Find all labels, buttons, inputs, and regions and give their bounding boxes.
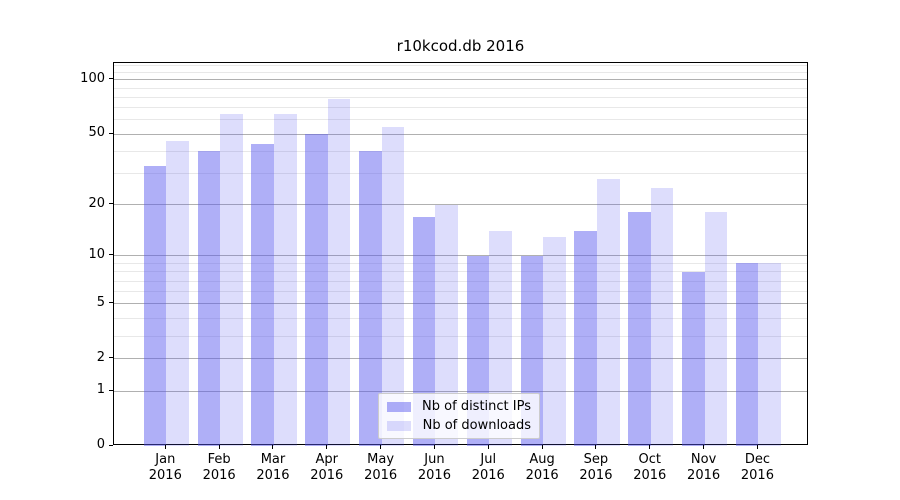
x-tick-label-aug: Aug 2016 [525, 452, 559, 483]
bar-downloads-dec [758, 263, 782, 446]
x-tick-mark [326, 445, 328, 449]
y-minor-gridline [114, 173, 807, 175]
legend-swatch-downloads [387, 420, 411, 431]
bar-downloads-aug [543, 236, 566, 446]
bar-ips-jun [412, 216, 436, 446]
y-tick-mark [109, 132, 113, 134]
bar-downloads-sep [596, 178, 620, 446]
y-minor-gridline [114, 317, 807, 319]
y-minor-gridline [114, 150, 807, 152]
x-tick-mark [541, 445, 543, 449]
y-minor-gridline [114, 280, 807, 282]
y-tick-mark [109, 254, 113, 256]
y-tick-mark [109, 78, 113, 80]
x-tick-mark [703, 445, 705, 449]
legend: Nb of distinct IPs Nb of downloads [378, 393, 540, 439]
legend-label: Nb of downloads [422, 418, 531, 433]
bar-ips-jan [143, 166, 167, 446]
bar-downloads-apr [327, 99, 351, 446]
y-major-gridline [114, 79, 807, 81]
x-tick-mark [649, 445, 651, 449]
bar-downloads-jan [166, 140, 189, 446]
plot-area: Nb of distinct IPs Nb of downloads [113, 62, 808, 446]
x-tick-label-jan: Jan 2016 [148, 452, 182, 483]
bar-downloads-jun [435, 204, 459, 446]
legend-item: Nb of distinct IPs [387, 399, 531, 414]
bar-downloads-may [381, 126, 405, 446]
legend-label: Nb of distinct IPs [422, 399, 531, 414]
y-tick-mark [109, 444, 113, 446]
y-tick-label: 20 [88, 195, 105, 211]
x-tick-mark [433, 445, 435, 449]
y-tick-label: 50 [88, 125, 105, 141]
bar-ips-apr [305, 134, 328, 446]
y-minor-gridline [114, 335, 807, 337]
bar-ips-nov [682, 271, 705, 446]
x-tick-mark [756, 445, 758, 449]
y-minor-gridline [114, 107, 807, 109]
bar-downloads-nov [704, 212, 728, 446]
x-tick-mark [487, 445, 489, 449]
y-major-gridline [114, 204, 807, 206]
bar-ips-sep [574, 231, 597, 446]
bar-ips-mar [251, 144, 274, 446]
x-tick-mark [380, 445, 382, 449]
x-tick-label-apr: Apr 2016 [310, 452, 344, 483]
bar-ips-may [359, 151, 382, 446]
x-tick-label-sep: Sep 2016 [579, 452, 613, 483]
legend-item: Nb of downloads [387, 418, 531, 433]
x-tick-mark [164, 445, 166, 449]
x-tick-label-feb: Feb 2016 [202, 452, 236, 483]
y-minor-gridline [114, 87, 807, 89]
y-tick-mark [109, 389, 113, 391]
x-tick-label-oct: Oct 2016 [633, 452, 667, 483]
x-tick-label-mar: Mar 2016 [256, 452, 290, 483]
bar-ips-dec [735, 263, 759, 446]
y-tick-mark [109, 302, 113, 304]
y-minor-gridline [114, 291, 807, 293]
y-tick-label: 0 [96, 437, 105, 452]
y-major-gridline [114, 255, 807, 257]
legend-swatch-ips [387, 401, 411, 412]
x-tick-label-jun: Jun 2016 [417, 452, 451, 483]
x-tick-label-jul: Jul 2016 [471, 452, 505, 483]
y-tick-label: 10 [88, 246, 105, 262]
x-tick-label-dec: Dec 2016 [740, 452, 774, 483]
y-tick-label: 5 [96, 294, 105, 310]
x-tick-mark [595, 445, 597, 449]
bar-downloads-jul [489, 231, 512, 446]
bar-ips-oct [628, 212, 651, 446]
y-tick-mark [109, 357, 113, 359]
bar-downloads-mar [273, 113, 297, 446]
y-tick-label: 100 [80, 70, 105, 86]
y-tick-label: 2 [96, 349, 105, 365]
y-major-gridline [114, 303, 807, 305]
y-minor-gridline [114, 96, 807, 98]
x-tick-mark [272, 445, 274, 449]
bar-downloads-feb [220, 113, 243, 446]
y-minor-gridline [114, 65, 807, 67]
y-tick-label: 1 [96, 382, 105, 398]
chart-title: r10kcod.db 2016 [396, 37, 525, 55]
x-tick-mark [218, 445, 220, 449]
y-minor-gridline [114, 262, 807, 264]
y-major-gridline [114, 133, 807, 135]
y-minor-gridline [114, 271, 807, 273]
x-tick-label-nov: Nov 2016 [687, 452, 721, 483]
y-minor-gridline [114, 72, 807, 73]
y-minor-gridline [114, 119, 807, 121]
bar-downloads-oct [650, 187, 674, 446]
y-major-gridline [114, 390, 807, 392]
y-major-gridline [114, 358, 807, 360]
y-tick-mark [109, 203, 113, 205]
bar-ips-feb [197, 151, 221, 446]
x-tick-label-may: May 2016 [364, 452, 398, 483]
